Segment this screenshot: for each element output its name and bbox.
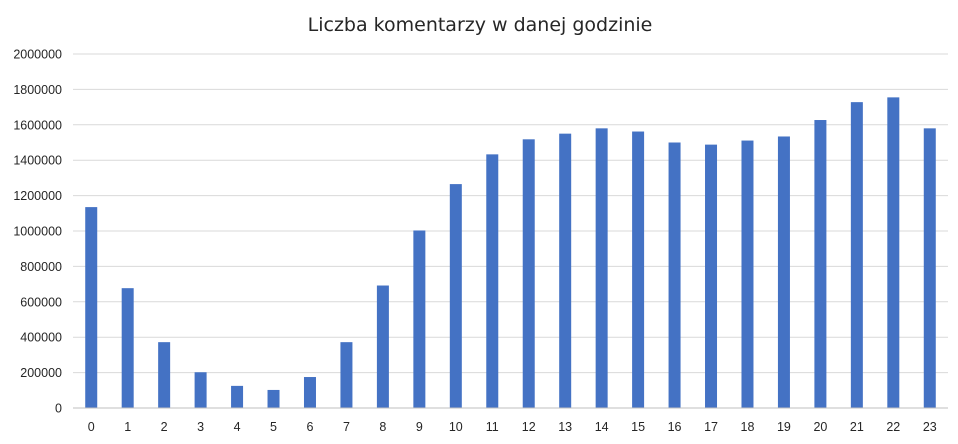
y-tick-label: 1000000	[13, 225, 62, 239]
bar	[194, 372, 207, 408]
x-tick-label: 2	[161, 420, 168, 434]
bar	[449, 184, 462, 408]
bar	[632, 131, 645, 408]
x-tick-label: 8	[379, 420, 386, 434]
x-tick-label: 14	[595, 420, 609, 434]
bar	[668, 142, 681, 408]
chart-title: Liczba komentarzy w danej godzinie	[308, 14, 653, 36]
x-tick-label: 0	[88, 420, 95, 434]
bar	[559, 133, 572, 408]
bar	[231, 385, 244, 408]
bar	[595, 128, 608, 408]
y-axis-ticks: 0 200000 400000 600000 800000 1000000 1200000 1…	[13, 48, 62, 416]
y-tick-label: 1800000	[13, 83, 62, 97]
bar	[887, 97, 900, 409]
bar	[705, 144, 718, 408]
bar	[376, 285, 389, 408]
x-tick-label: 1	[124, 420, 131, 434]
bar	[303, 377, 316, 408]
x-tick-label: 21	[850, 420, 864, 434]
bar	[158, 342, 171, 408]
x-tick-label: 9	[416, 420, 423, 434]
bar	[741, 140, 754, 409]
x-axis-ticks: 0 1 2 3 4 5 6 7 8 9 10 11 12 13 14 15 16 17 18 19 20 21 22 23	[88, 420, 937, 434]
x-tick-label: 16	[668, 420, 682, 434]
x-tick-label: 4	[234, 420, 241, 434]
x-tick-label: 23	[923, 420, 937, 434]
y-tick-label: 1200000	[13, 189, 62, 203]
bars	[85, 97, 936, 409]
x-tick-label: 6	[307, 420, 314, 434]
y-tick-label: 600000	[20, 295, 62, 309]
x-tick-label: 12	[522, 420, 536, 434]
gridlines	[73, 53, 948, 374]
bar	[923, 128, 936, 408]
y-tick-label: 800000	[20, 260, 62, 274]
x-tick-label: 22	[886, 420, 900, 434]
y-tick-label: 1600000	[13, 118, 62, 132]
bar	[850, 102, 863, 409]
bar	[413, 230, 426, 408]
x-tick-label: 7	[343, 420, 350, 434]
x-tick-label: 10	[449, 420, 463, 434]
bar	[522, 139, 535, 408]
x-tick-label: 19	[777, 420, 791, 434]
x-tick-label: 17	[704, 420, 718, 434]
y-tick-label: 200000	[20, 366, 62, 380]
bar	[486, 154, 499, 408]
bar	[267, 389, 280, 408]
bar	[85, 207, 98, 408]
y-tick-label: 400000	[20, 331, 62, 345]
y-tick-label: 0	[55, 402, 62, 416]
bar	[777, 136, 790, 408]
y-tick-label: 2000000	[13, 48, 62, 62]
bar	[814, 120, 827, 409]
x-tick-label: 13	[558, 420, 572, 434]
x-tick-label: 15	[631, 420, 645, 434]
bar	[340, 342, 353, 408]
y-tick-label: 1400000	[13, 154, 62, 168]
x-tick-label: 5	[270, 420, 277, 434]
bar	[121, 288, 134, 408]
x-tick-label: 18	[741, 420, 755, 434]
x-tick-label: 3	[197, 420, 204, 434]
x-tick-label: 11	[486, 420, 499, 434]
x-tick-label: 20	[813, 420, 827, 434]
